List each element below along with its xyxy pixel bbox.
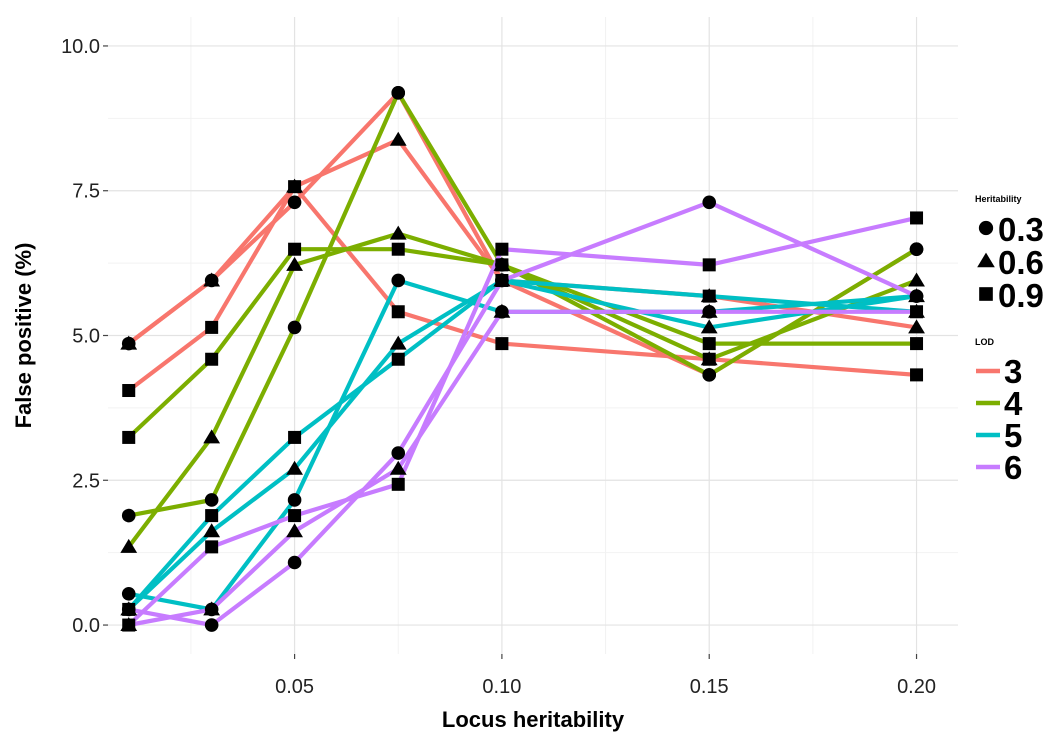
data-point-triangle [120,335,138,350]
legend-label-lod: 6 [1004,449,1022,486]
data-point-triangle [203,601,221,616]
data-point-square [391,352,405,366]
legend-title-lod: LOD [975,337,994,347]
y-tick-label: 7.5 [72,181,100,203]
data-point-square [910,337,924,351]
data-point-square [910,211,924,225]
data-point-circle [909,289,924,303]
data-point-circle [287,493,302,507]
data-point-square [205,352,219,366]
series-line-lod5-h0.3 [126,278,919,612]
legend-key-circle [978,220,994,236]
data-point-square [288,242,302,256]
data-point-square [495,337,509,351]
data-point-square [205,509,219,523]
data-point-square [495,242,509,256]
data-point-triangle [908,319,925,334]
x-tick-label: 0.05 [275,676,314,698]
x-tick-label: 0.20 [897,676,936,698]
data-point-square [122,618,136,632]
y-axis-title: False positive (%) [11,243,36,429]
data-point-square [702,258,716,272]
legend-label-heritability: 0.3 [998,211,1044,248]
data-point-circle [121,508,136,523]
data-point-triangle [700,303,718,318]
data-point-triangle [389,225,407,240]
data-point-triangle [203,272,221,287]
data-point-triangle [700,319,718,334]
data-point-square [495,258,509,272]
series-line-lod6-h0.6 [126,309,919,628]
data-point-triangle [286,523,303,538]
legend-key-triangle [977,252,995,268]
y-tick-label: 10.0 [61,36,100,58]
data-point-circle [702,195,717,210]
data-point-square [205,540,219,554]
axes: 0.0 2.5 5.0 7.5 10.0 0.05 0.10 0.15 0.20 [61,36,936,698]
data-point-triangle [700,351,718,366]
data-point-square [288,430,302,444]
data-point-circle [391,86,406,100]
data-point-circle [391,273,406,288]
data-point-square [205,320,219,334]
y-tick-label: 5.0 [72,326,100,348]
data-point-circle [391,446,406,460]
data-point-square [288,509,302,523]
data-point-square [702,337,716,351]
data-point-circle [495,273,509,288]
data-point-triangle [389,131,407,146]
data-point-square [288,180,302,194]
x-tick-label: 0.15 [690,676,729,698]
data-point-circle [287,320,302,335]
x-tick-label: 0.10 [482,676,521,698]
data-point-square [122,384,136,398]
data-point-circle [204,493,219,507]
legend-title-heritability: Heritability [975,194,1022,204]
data-point-square [122,430,136,444]
data-point-circle [702,368,717,382]
data-point-triangle [389,335,407,350]
data-point-triangle [203,429,221,444]
y-tick-label: 0.0 [72,615,100,637]
data-point-triangle [493,303,511,318]
data-point-circle [909,242,924,257]
data-point-triangle [203,523,221,538]
grid [108,17,958,654]
data-point-square [391,242,405,256]
data-point-triangle [120,538,138,553]
data-point-square [391,477,405,491]
data-point-triangle [908,272,925,287]
legend-label-lod: 3 [1004,353,1022,390]
data-point-square [702,289,716,303]
legend-label-heritability: 0.6 [998,244,1044,281]
data-point-square [910,368,924,382]
x-axis-title: Locus heritability [442,707,625,732]
legend-key-square [979,287,993,301]
legend-label-lod: 5 [1004,417,1022,454]
series-points [120,86,925,632]
legend-label-heritability: 0.9 [998,277,1044,314]
data-point-circle [121,586,136,601]
data-point-triangle [908,303,925,318]
data-point-circle [204,618,219,632]
series-line-lod3-h0.3 [126,90,919,377]
data-point-circle [287,555,302,570]
data-point-circle [287,195,302,210]
data-point-square [391,305,405,319]
series-lines [126,90,919,628]
legend-label-lod: 4 [1004,385,1023,422]
data-point-circle [121,602,136,617]
data-point-triangle [286,256,303,271]
y-tick-label: 2.5 [72,470,100,492]
data-point-triangle [286,460,303,475]
data-point-triangle [389,460,407,475]
